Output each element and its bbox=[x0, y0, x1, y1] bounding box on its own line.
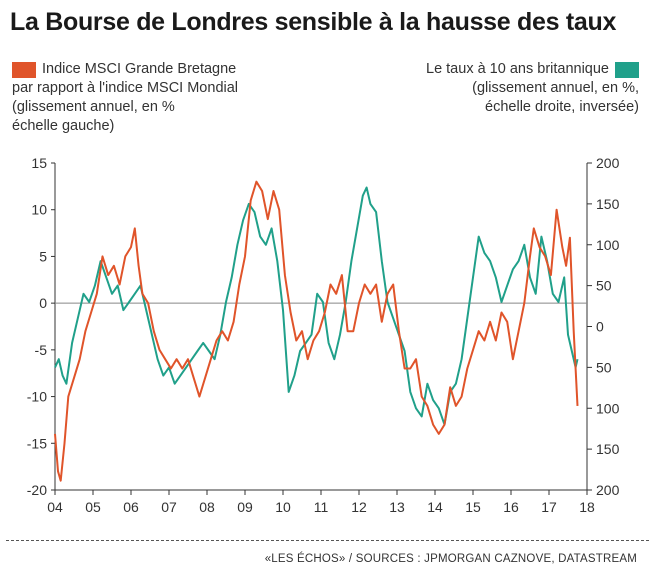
right-tick-label: 150 bbox=[596, 196, 620, 212]
x-tick-label: 10 bbox=[275, 499, 291, 515]
x-tick-label: 18 bbox=[579, 499, 595, 515]
legend-left: Indice MSCI Grande Bretagne par rapport … bbox=[12, 60, 238, 136]
legend-swatch-rate bbox=[615, 62, 639, 78]
left-tick-label: -20 bbox=[27, 482, 47, 498]
series-line-rate bbox=[54, 186, 579, 426]
chart-title: La Bourse de Londres sensible à la hauss… bbox=[10, 8, 617, 36]
footer-divider bbox=[6, 540, 649, 541]
legend-right-line-2: (glissement annuel, en %, bbox=[472, 80, 639, 96]
x-tick-label: 04 bbox=[47, 499, 63, 515]
x-tick-label: 08 bbox=[199, 499, 215, 515]
legend-right: Le taux à 10 ans britannique (glissement… bbox=[426, 60, 639, 117]
legend-right-line-3: échelle droite, inversée) bbox=[485, 99, 639, 115]
right-tick-label: 100 bbox=[596, 237, 620, 253]
x-tick-label: 07 bbox=[161, 499, 177, 515]
x-tick-label: 16 bbox=[503, 499, 519, 515]
right-tick-label: 0 bbox=[596, 319, 604, 335]
series-line-msci bbox=[54, 180, 579, 482]
left-tick-label: -5 bbox=[35, 342, 48, 358]
left-tick-label: 0 bbox=[39, 295, 47, 311]
legend-right-line-1: Le taux à 10 ans britannique bbox=[426, 61, 609, 77]
right-tick-label: 50 bbox=[596, 359, 612, 375]
x-tick-label: 17 bbox=[541, 499, 557, 515]
legend-left-line-2: par rapport à l'indice MSCI Mondial bbox=[12, 80, 239, 96]
left-tick-label: -15 bbox=[27, 435, 47, 451]
legend-swatch-msci bbox=[12, 62, 36, 78]
left-tick-label: 15 bbox=[31, 155, 47, 171]
right-tick-label: 50 bbox=[596, 278, 612, 294]
left-tick-label: -10 bbox=[27, 389, 47, 405]
legend-left-line-3: (glissement annuel, en % bbox=[12, 99, 175, 115]
chart-plot: 151050-5-10-15-2020015010050050100150200… bbox=[27, 155, 620, 515]
x-tick-label: 09 bbox=[237, 499, 253, 515]
x-tick-label: 11 bbox=[314, 499, 329, 515]
left-tick-label: 5 bbox=[39, 248, 47, 264]
x-tick-label: 06 bbox=[123, 499, 139, 515]
right-tick-label: 200 bbox=[596, 155, 620, 171]
legend-left-line-4: échelle gauche) bbox=[12, 118, 115, 134]
x-tick-label: 05 bbox=[85, 499, 101, 515]
x-tick-label: 15 bbox=[465, 499, 481, 515]
right-tick-label: 100 bbox=[596, 400, 620, 416]
x-tick-label: 13 bbox=[389, 499, 405, 515]
source-credit: «LES ÉCHOS» / SOURCES : JPMORGAN CAZNOVE… bbox=[264, 553, 637, 565]
right-tick-label: 150 bbox=[596, 441, 620, 457]
left-tick-label: 10 bbox=[31, 202, 47, 218]
x-tick-label: 14 bbox=[427, 499, 443, 515]
right-tick-label: 200 bbox=[596, 482, 620, 498]
x-tick-label: 12 bbox=[351, 499, 367, 515]
legend-left-line-1: Indice MSCI Grande Bretagne bbox=[42, 61, 237, 77]
